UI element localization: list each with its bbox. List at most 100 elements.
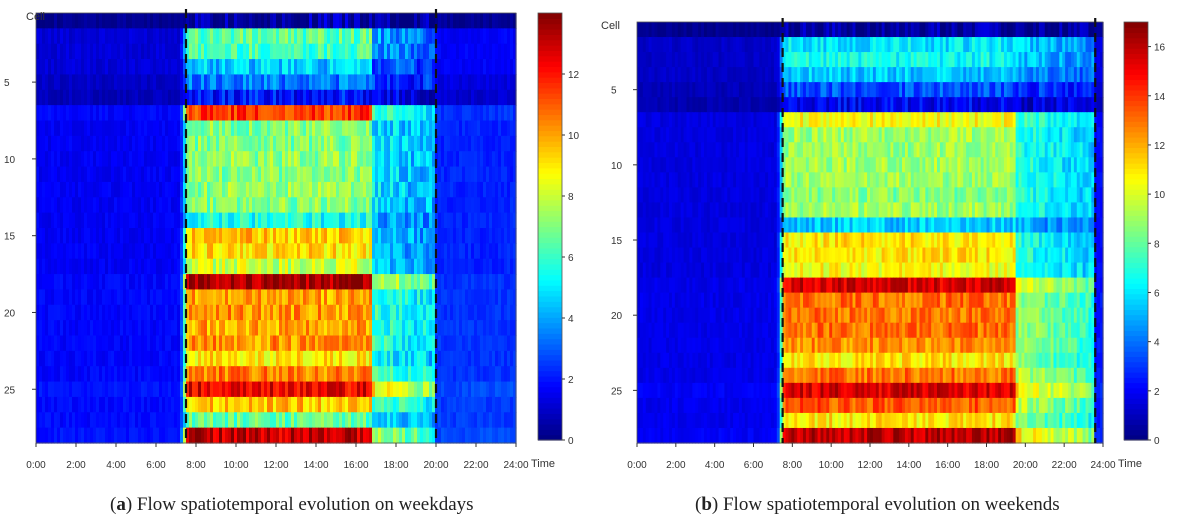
heatmap-cell: [369, 228, 373, 244]
heatmap-cell: [147, 166, 151, 183]
colorbar-segment: [538, 210, 562, 217]
heatmap-cell: [237, 197, 241, 214]
heatmap-cell: [96, 197, 100, 214]
heatmap-cell: [144, 13, 148, 29]
heatmap-cell: [432, 13, 436, 29]
heatmap-cell: [270, 243, 274, 260]
heatmap-cell: [489, 135, 493, 152]
heatmap-cell: [204, 350, 208, 367]
heatmap-cell: [120, 304, 124, 321]
heatmap-cell: [93, 43, 97, 60]
heatmap-cell: [180, 74, 184, 91]
heatmap-cell: [174, 120, 178, 137]
heatmap-cell: [159, 151, 163, 168]
heatmap-cell: [465, 258, 469, 275]
heatmap-cell: [390, 13, 394, 29]
heatmap-cell: [477, 105, 481, 122]
heatmap-cell: [399, 59, 403, 76]
heatmap-cell: [120, 13, 124, 29]
heatmap-cell: [198, 105, 202, 122]
heatmap-cell: [390, 151, 394, 168]
heatmap-cell: [1006, 37, 1011, 53]
heatmap-cell: [462, 59, 466, 76]
heatmap-cell: [123, 197, 127, 214]
heatmap-cell: [447, 274, 451, 291]
heatmap-cell: [471, 320, 475, 337]
heatmap-cell: [135, 13, 139, 29]
heatmap-cell: [144, 258, 148, 275]
colorbar-segment: [538, 295, 562, 302]
heatmap-cell: [456, 228, 460, 244]
heatmap-cell: [384, 59, 388, 76]
heatmap-cell: [81, 412, 85, 429]
heatmap-cell: [213, 105, 217, 122]
heatmap-cell: [189, 274, 193, 291]
heatmap-cell: [162, 135, 166, 152]
heatmap-cell: [186, 135, 190, 152]
heatmap-cell: [423, 412, 427, 429]
heatmap-cell: [234, 28, 238, 45]
heatmap-cell: [366, 274, 370, 291]
heatmap-cell: [492, 181, 496, 198]
heatmap-cell: [183, 274, 187, 291]
heatmap-cell: [189, 166, 193, 183]
heatmap-cell: [315, 105, 319, 122]
colorbar-segment: [538, 167, 562, 174]
heatmap-cell: [297, 366, 301, 383]
heatmap-cell: [153, 43, 157, 60]
heatmap-cell: [309, 304, 313, 321]
heatmap-cell: [225, 412, 229, 429]
heatmap-cell: [674, 52, 679, 68]
heatmap-cell: [399, 212, 403, 229]
heatmap-cell: [141, 59, 145, 76]
heatmap-cell: [180, 320, 184, 337]
heatmap-cell: [210, 120, 214, 137]
heatmap-cell: [393, 350, 397, 367]
heatmap-cell: [123, 320, 127, 337]
heatmap-cell: [39, 89, 43, 106]
heatmap-cell: [288, 350, 292, 367]
heatmap-cell: [477, 166, 481, 183]
colorbar-segment: [538, 306, 562, 313]
heatmap-cell: [360, 28, 364, 45]
heatmap-cell: [327, 320, 331, 337]
heatmap-cell: [48, 366, 52, 383]
heatmap-cell: [453, 151, 457, 168]
heatmap-cell: [345, 197, 349, 214]
heatmap-cell: [45, 105, 49, 122]
heatmap-cell: [36, 28, 40, 45]
heatmap-cell: [426, 427, 430, 444]
heatmap-cell: [309, 89, 313, 106]
heatmap-cell: [321, 366, 325, 383]
heatmap-cell: [483, 59, 487, 76]
heatmap-cell: [282, 212, 286, 229]
heatmap-cell: [99, 228, 103, 244]
heatmap-cell: [507, 366, 511, 383]
heatmap-cell: [78, 381, 82, 398]
heatmap-cell: [846, 37, 851, 53]
heatmap-cell: [192, 228, 196, 244]
heatmap-cell: [249, 289, 253, 306]
heatmap-cell: [147, 289, 151, 306]
colorbar-segment: [538, 45, 562, 51]
heatmap-cell: [60, 197, 64, 214]
heatmap-cell: [57, 197, 61, 214]
heatmap-cell: [336, 120, 340, 137]
heatmap-cell: [1065, 37, 1069, 53]
heatmap-cell: [204, 181, 208, 198]
heatmap-cell: [706, 22, 711, 38]
heatmap-cell: [93, 412, 97, 429]
heatmap-cell: [159, 59, 163, 76]
heatmap-cell: [144, 212, 148, 229]
heatmap-cell: [219, 43, 223, 60]
heatmap-cell: [291, 28, 295, 45]
heatmap-cell: [474, 135, 478, 152]
heatmap-cell: [48, 28, 52, 45]
heatmap-cell: [342, 120, 346, 137]
heatmap-cell: [330, 197, 334, 214]
heatmap-cell: [363, 427, 367, 444]
heatmap-cell: [794, 37, 798, 53]
heatmap-cell: [264, 304, 268, 321]
heatmap-cell: [402, 366, 406, 383]
colorbar-segment: [538, 173, 562, 180]
